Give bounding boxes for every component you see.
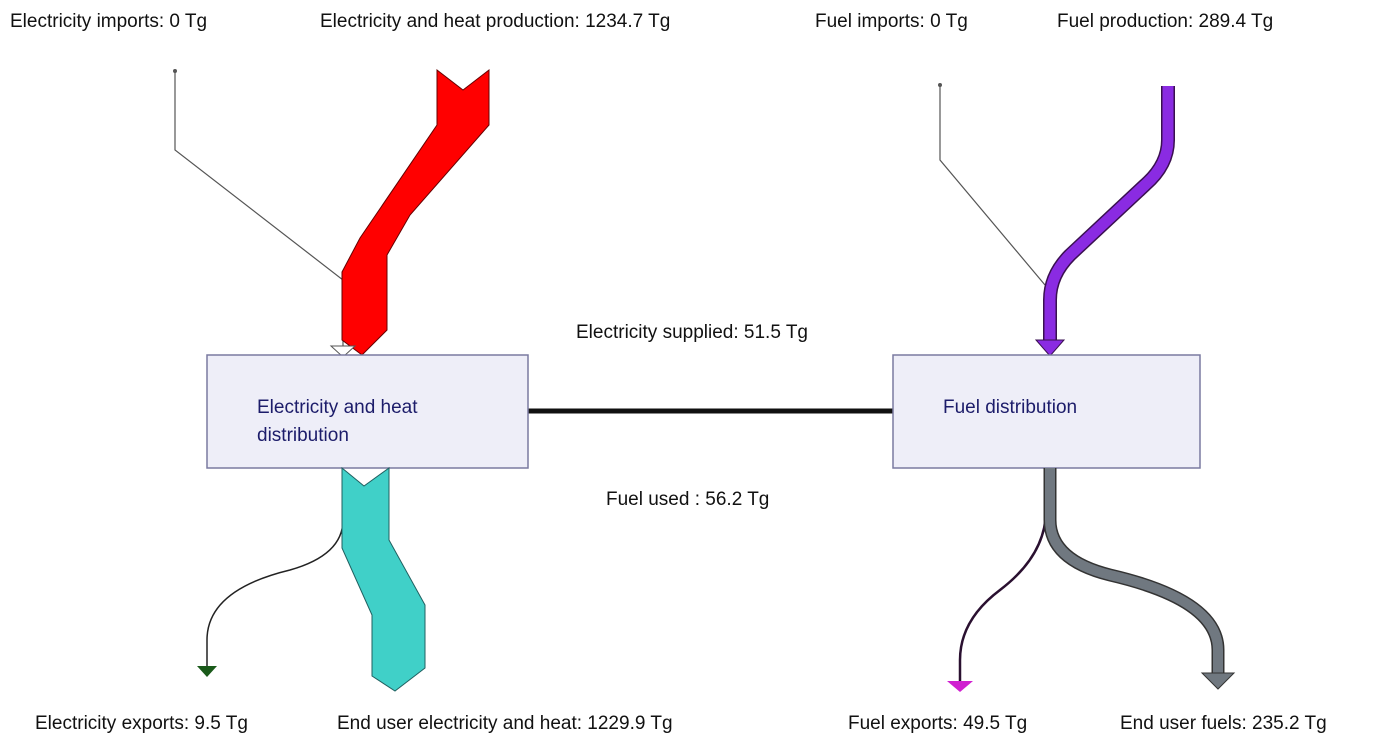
- imports-line: [174, 70, 344, 350]
- flow-label: Electricity exports: 9.5 Tg: [35, 713, 248, 734]
- node-label: Electricity and heat: [257, 397, 418, 418]
- node-box: [206, 354, 529, 469]
- end-user-flow: [341, 466, 426, 692]
- line-end: [938, 83, 942, 87]
- fuel-exports-arrow: [947, 681, 973, 692]
- flow-label: Fuel used : 56.2 Tg: [606, 489, 769, 510]
- flow-label: Fuel exports: 49.5 Tg: [848, 713, 1027, 734]
- end-user-fuels-arrow: [1200, 672, 1236, 690]
- node-label: distribution: [257, 425, 349, 446]
- flow-label: Electricity supplied: 51.5 Tg: [576, 322, 808, 343]
- flow-label: Fuel production: 289.4 Tg: [1057, 11, 1273, 32]
- node-label: Fuel distribution: [943, 397, 1077, 418]
- flow-label: Electricity and heat production: 1234.7 …: [320, 11, 670, 32]
- flow-label: Fuel imports: 0 Tg: [815, 11, 968, 32]
- fuel-exports-line: [958, 509, 1048, 682]
- flow-label: End user electricity and heat: 1229.9 Tg: [337, 713, 673, 734]
- fuel-imports-line: [939, 84, 1046, 286]
- flow-label: Electricity imports: 0 Tg: [10, 11, 207, 32]
- flow-label: End user fuels: 235.2 Tg: [1120, 713, 1327, 734]
- fuel-production-arrow: [1034, 339, 1066, 357]
- end-user-fuels-outline: [1043, 468, 1225, 675]
- imports-arrow: [329, 345, 357, 358]
- end-user-fuels-flow: [1045, 468, 1223, 675]
- exports-line: [206, 519, 344, 668]
- exports-arrow: [197, 666, 217, 677]
- line-end: [173, 69, 177, 73]
- fuel-production-flow: [1044, 86, 1174, 342]
- production-flow: [341, 68, 490, 356]
